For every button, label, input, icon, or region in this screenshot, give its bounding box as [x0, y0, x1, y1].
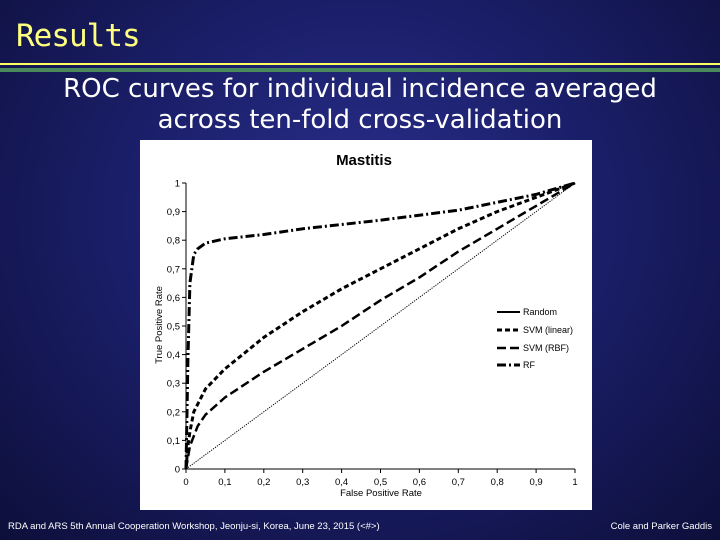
x-axis-label: False Positive Rate: [340, 488, 422, 499]
title-rule-green: [0, 68, 720, 72]
title-rule-yellow: [0, 63, 720, 65]
subtitle-line-1: ROC curves for individual incidence aver…: [63, 74, 657, 104]
y-tick-label: 0,5: [167, 322, 180, 333]
y-tick-label: 0: [175, 465, 180, 476]
y-tick-label: 0,4: [167, 350, 180, 361]
series-line-svm-linear: [184, 181, 576, 470]
series-lines: [184, 181, 576, 470]
x-tick-label: 0,2: [257, 477, 270, 488]
legend: Random SVM (linear) SVM (RBF) RF: [497, 307, 573, 370]
y-tick-label: 0,3: [167, 379, 180, 390]
x-tick-label: 0,3: [296, 477, 309, 488]
y-tick-label: 0,6: [167, 293, 180, 304]
roc-chart: Mastitis False Positive Rate True Positi…: [154, 152, 578, 499]
series-line-random: [185, 182, 576, 470]
y-tick-label: 0,8: [167, 236, 180, 247]
series-line-rf: [184, 181, 576, 470]
slide-title: Results: [16, 18, 141, 54]
legend-label: Random: [523, 307, 557, 317]
y-tick-label: 0,1: [167, 436, 180, 447]
x-tick-label: 0,9: [529, 477, 542, 488]
x-tick-label: 0,6: [413, 477, 426, 488]
x-tick-label: 1: [572, 477, 577, 488]
chart-panel: Mastitis False Positive Rate True Positi…: [140, 140, 592, 510]
legend-label: RF: [523, 360, 535, 370]
footer-citation: RDA and ARS 5th Annual Cooperation Works…: [8, 521, 380, 532]
x-tick-label: 0,8: [491, 477, 504, 488]
x-tick-label: 0: [183, 477, 188, 488]
legend-label: SVM (RBF): [523, 343, 569, 353]
x-tick-label: 0,4: [335, 477, 348, 488]
chart-title: Mastitis: [336, 152, 392, 169]
y-axis-label: True Positive Rate: [154, 286, 165, 364]
x-tick-label: 0,1: [218, 477, 231, 488]
y-tick-label: 0,7: [167, 264, 180, 275]
x-tick-label: 0,5: [374, 477, 387, 488]
y-tick-label: 0,9: [167, 207, 180, 218]
y-tick-label: 0,2: [167, 407, 180, 418]
tick-labels: 0 0,1 0,2 0,3 0,4 0,5 0,6 0,7 0,8 0,9 1 0 0,1 0,2 0,3 0…: [167, 179, 578, 489]
x-tick-label: 0,7: [452, 477, 465, 488]
subtitle-line-2: across ten-fold cross-validation: [157, 105, 563, 135]
y-tick-label: 1: [175, 179, 180, 190]
footer-authors: Cole and Parker Gaddis: [610, 521, 712, 532]
legend-label: SVM (linear): [523, 325, 573, 335]
slide-subtitle: ROC curves for individual incidence aver…: [30, 74, 690, 136]
series-line-svm-rbf: [184, 181, 576, 470]
